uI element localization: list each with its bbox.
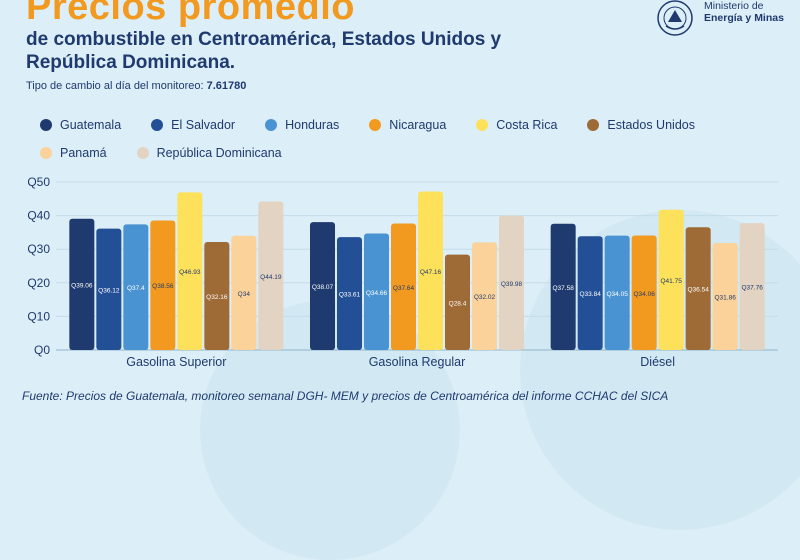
bar: [499, 215, 524, 350]
source-note: Fuente: Precios de Guatemala, monitoreo …: [22, 389, 669, 403]
bar: [550, 223, 576, 350]
bar-value-label: Q36.54: [688, 287, 710, 294]
legend-item: Guatemala: [40, 118, 121, 132]
legend-item: Panamá: [40, 146, 107, 160]
exchange-rate-label: Tipo de cambio al día del monitoreo:: [26, 80, 204, 92]
bar: [604, 235, 630, 350]
guatemala-seal-icon: [657, 0, 693, 36]
legend-label: Panamá: [60, 146, 107, 160]
y-tick-label: Q30: [27, 242, 50, 256]
bar-value-label: Q39.98: [501, 281, 523, 288]
bar: [364, 233, 389, 350]
exchange-rate: Tipo de cambio al día del monitoreo: 7.6…: [26, 80, 246, 92]
exchange-rate-value: 7.61780: [206, 80, 247, 92]
legend-label: Costa Rica: [496, 118, 558, 132]
bar-value-label: Q31.86: [715, 294, 737, 301]
page-subtitle: de combustible en Centroamérica, Estados…: [26, 29, 502, 73]
bar-value-label: Q37.58: [553, 285, 575, 292]
bar-value-label: Q33.84: [580, 291, 602, 298]
bar-chart: Q0 Q10 Q20 Q30 Q40 Q50 Q39.06 Q36.12 Q37.4 Q38.56…: [27, 175, 778, 369]
legend-swatch: [40, 119, 52, 131]
bar-value-label: Q32.02: [474, 294, 496, 301]
legend-label: Honduras: [285, 118, 340, 132]
bar: [577, 236, 603, 350]
bar: [123, 224, 149, 350]
bar: [418, 191, 443, 350]
legend-label: Estados Unidos: [607, 118, 695, 132]
legend-swatch: [265, 119, 278, 131]
bar: [712, 242, 738, 350]
bar-value-label: Q34.66: [366, 290, 388, 297]
bar: [69, 218, 95, 350]
legend-item: Estados Unidos: [587, 118, 695, 132]
legend-swatch: [40, 147, 52, 159]
legend-label: Nicaragua: [389, 118, 447, 132]
y-tick-label: Q10: [27, 309, 50, 323]
bar-value-label: Q28.4: [449, 300, 467, 307]
y-tick-label: Q40: [27, 209, 50, 223]
page-title: Precios promedio: [26, 0, 355, 28]
legend-swatch: [136, 147, 149, 159]
legend-swatch: [369, 119, 382, 131]
ministry-line1: Ministerio de: [704, 0, 764, 12]
y-tick-label: Q0: [34, 343, 50, 357]
bar: [150, 220, 176, 350]
ministry-name: Ministerio de Energía y Minas: [704, 0, 784, 24]
bar: [739, 223, 765, 350]
bar: [231, 235, 257, 350]
legend-label: República Dominicana: [156, 146, 282, 160]
bar-value-label: Q46.93: [179, 269, 201, 276]
bar-value-label: Q44.19: [260, 274, 282, 281]
x-category-label: Gasolina Regular: [369, 355, 466, 369]
bar-value-label: Q39.06: [71, 282, 93, 289]
y-tick-label: Q50: [27, 175, 50, 189]
legend-item: Honduras: [265, 118, 339, 132]
legend-label: Guatemala: [60, 118, 122, 132]
bar: [258, 201, 284, 350]
bar-value-label: Q33.61: [339, 292, 361, 299]
bar-value-label: Q37.4: [127, 285, 145, 292]
bar-value-label: Q32.16: [206, 294, 228, 301]
bar: [658, 209, 684, 350]
bar-value-label: Q37.76: [742, 285, 764, 292]
bar: [177, 192, 203, 350]
bar-value-label: Q34: [238, 291, 251, 298]
bar-value-label: Q34.05: [607, 291, 629, 298]
ministry-line2: Energía y Minas: [704, 12, 784, 24]
bar: [204, 241, 230, 350]
bar-value-label: Q47.16: [420, 269, 442, 276]
bar: [96, 228, 122, 350]
bar: [337, 237, 362, 350]
bar: [631, 235, 657, 350]
bar-value-label: Q38.56: [152, 283, 174, 290]
x-category-label: Gasolina Superior: [126, 355, 226, 369]
bar: [472, 242, 497, 350]
bar-value-label: Q36.12: [98, 287, 120, 294]
bar: [685, 227, 711, 350]
chart-legend: Guatemala El Salvador Honduras Nicaragua Cos…: [40, 118, 780, 160]
bar-value-label: Q41.75: [661, 278, 683, 285]
bar-value-label: Q34.06: [634, 291, 656, 298]
legend-item: Nicaragua: [369, 118, 446, 132]
legend-item: El Salvador: [151, 118, 235, 132]
bar-value-label: Q38.07: [312, 284, 334, 291]
legend-swatch: [476, 119, 489, 131]
bar-value-label: Q37.64: [393, 285, 415, 292]
bar: [310, 222, 335, 350]
x-category-label: Diésel: [640, 355, 675, 369]
legend-item: Costa Rica: [476, 118, 557, 132]
legend-label: El Salvador: [171, 118, 236, 132]
legend-swatch: [151, 119, 164, 131]
bar: [445, 254, 470, 350]
legend-item: República Dominicana: [136, 146, 282, 160]
y-tick-label: Q20: [27, 276, 50, 290]
legend-swatch: [587, 119, 600, 131]
bar: [391, 223, 416, 350]
